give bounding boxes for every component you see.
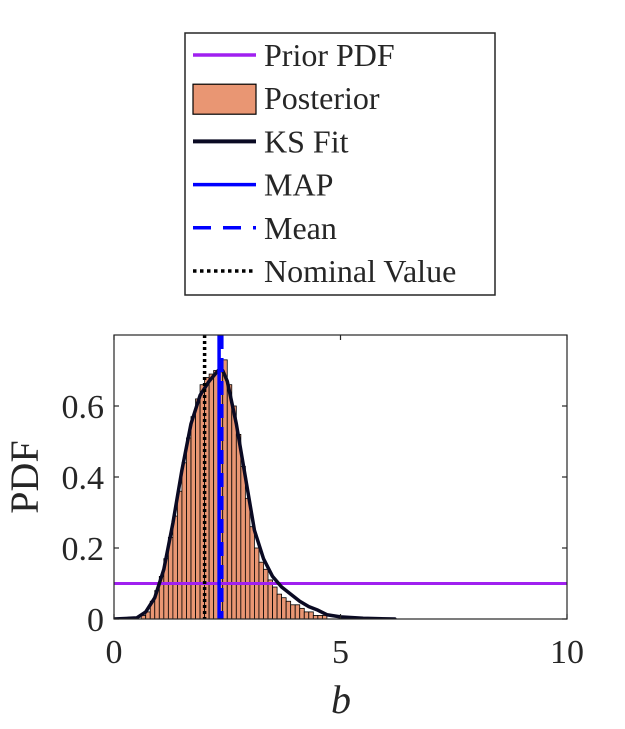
- legend-entry: KS Fit: [193, 123, 349, 159]
- histogram-bar: [177, 490, 183, 619]
- ks-fit-line: [114, 368, 397, 619]
- x-tick-label: 5: [332, 634, 349, 671]
- y-tick-label: 0.2: [62, 531, 105, 568]
- histogram-bar: [272, 586, 278, 619]
- histogram-bar: [294, 604, 301, 619]
- legend-label: Mean: [264, 210, 337, 246]
- legend-entries: Prior PDF Posterior KS Fit MAP Mean Nominal V…: [192, 37, 456, 289]
- legend-label: KS Fit: [264, 123, 349, 159]
- y-tick-label: 0.4: [62, 460, 105, 497]
- histogram-bar: [258, 561, 264, 619]
- posterior-histogram: [140, 359, 328, 619]
- histogram-bar: [222, 359, 228, 619]
- x-tick-label: 0: [106, 634, 123, 671]
- legend-swatch: [192, 83, 257, 115]
- histogram-bar: [249, 526, 255, 619]
- histogram-bar: [267, 579, 273, 619]
- histogram-bar: [244, 497, 251, 619]
- legend-entry: Mean: [193, 210, 337, 246]
- histogram-bar: [285, 600, 292, 619]
- histogram-bar: [181, 462, 187, 619]
- y-axis-label: PDF: [2, 440, 47, 513]
- ticks: 0 5 10 0 0.2 0.4 0.6: [62, 335, 584, 671]
- histogram-bar: [195, 398, 201, 619]
- histogram-bar: [190, 416, 196, 619]
- histogram-bar: [290, 604, 296, 619]
- histogram-bar: [235, 433, 242, 619]
- legend-entry: MAP: [193, 167, 333, 203]
- legend-entry: Posterior: [192, 80, 380, 116]
- plot-area: 0 5 10 0 0.2 0.4 0.6 b PDF: [2, 334, 584, 722]
- histogram-bar: [281, 597, 287, 619]
- x-tick-label: 10: [550, 634, 584, 671]
- histogram-bar: [186, 437, 192, 619]
- legend-entry: Nominal Value: [193, 253, 456, 289]
- legend-label: MAP: [264, 167, 333, 203]
- legend-box: [184, 32, 496, 296]
- histogram-bar: [172, 515, 178, 619]
- histogram-bar: [303, 611, 310, 619]
- legend-label: Prior PDF: [264, 37, 395, 73]
- series-lines: [114, 335, 567, 619]
- histogram-bar: [240, 465, 246, 619]
- histogram-bar: [276, 593, 283, 619]
- histogram-bar: [308, 611, 314, 619]
- legend-entry: Prior PDF: [193, 37, 395, 73]
- histogram-bar: [263, 568, 269, 619]
- histogram-bar: [231, 405, 237, 619]
- legend-label: Posterior: [264, 80, 380, 116]
- y-tick-label: 0: [87, 602, 104, 639]
- y-tick-label: 0.6: [62, 389, 105, 426]
- legend-label: Nominal Value: [264, 253, 456, 289]
- histogram-bar: [299, 607, 305, 619]
- legend: Prior PDF Posterior KS Fit MAP Mean Nominal V…: [184, 32, 496, 296]
- x-axis-label: b: [331, 677, 351, 722]
